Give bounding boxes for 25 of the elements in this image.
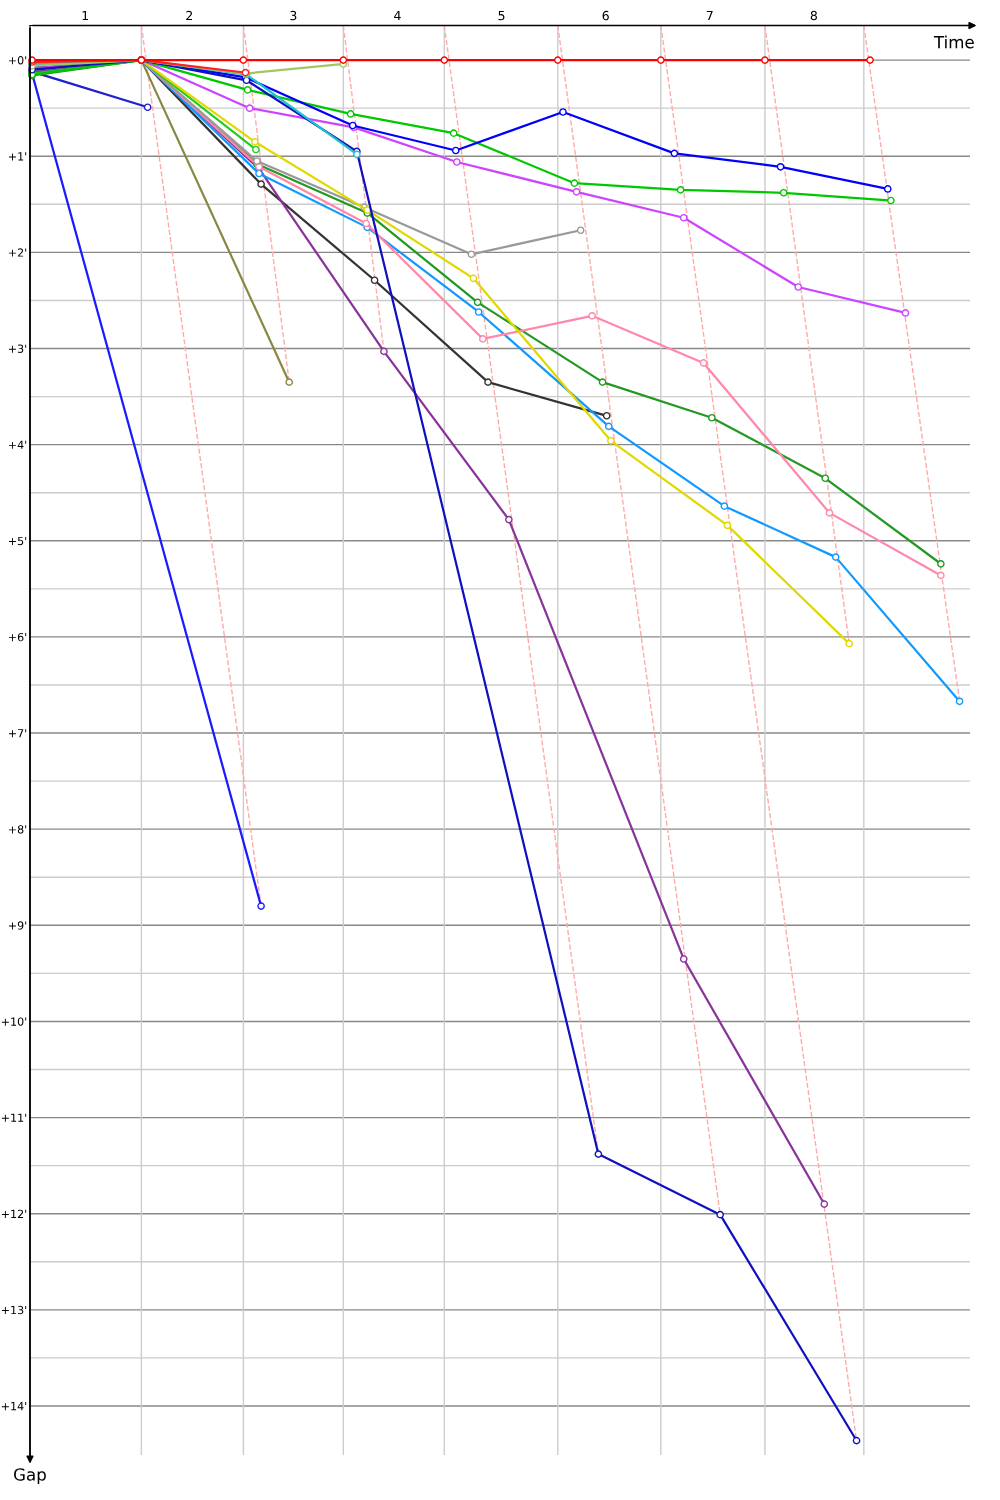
y-tick-label: +13' <box>1 1305 27 1315</box>
y-tick-label: +6' <box>8 632 27 642</box>
y-tick-label: +8' <box>8 825 27 834</box>
y-tick-label: +5' <box>8 536 27 546</box>
x-axis-title: Time <box>933 35 974 49</box>
x-tick-label: 2 <box>186 10 192 21</box>
x-tick-label: 6 <box>602 10 609 21</box>
x-tick-label: 5 <box>498 11 505 21</box>
x-tick-label: 8 <box>810 10 817 21</box>
y-tick-label: +12' <box>1 1209 27 1218</box>
y-tick-label: +3' <box>8 344 27 353</box>
y-axis-title: Gap <box>14 1468 46 1484</box>
y-tick-label: +10' <box>1 1017 27 1026</box>
y-tick-label: +7' <box>8 729 27 738</box>
y-tick-label: +14' <box>1 1402 27 1411</box>
y-tick-label: +9' <box>8 921 27 930</box>
x-tick-label: 1 <box>82 11 88 21</box>
y-tick-label: +11' <box>1 1113 27 1122</box>
y-tick-label: +0' <box>8 56 27 65</box>
x-tick-label: 7 <box>706 11 713 21</box>
y-tick-label: +2' <box>8 248 27 257</box>
y-tick-label: +1' <box>8 152 27 161</box>
x-tick-label: 4 <box>394 11 401 21</box>
x-tick-label: 3 <box>290 10 297 21</box>
y-tick-label: +4' <box>8 440 27 449</box>
